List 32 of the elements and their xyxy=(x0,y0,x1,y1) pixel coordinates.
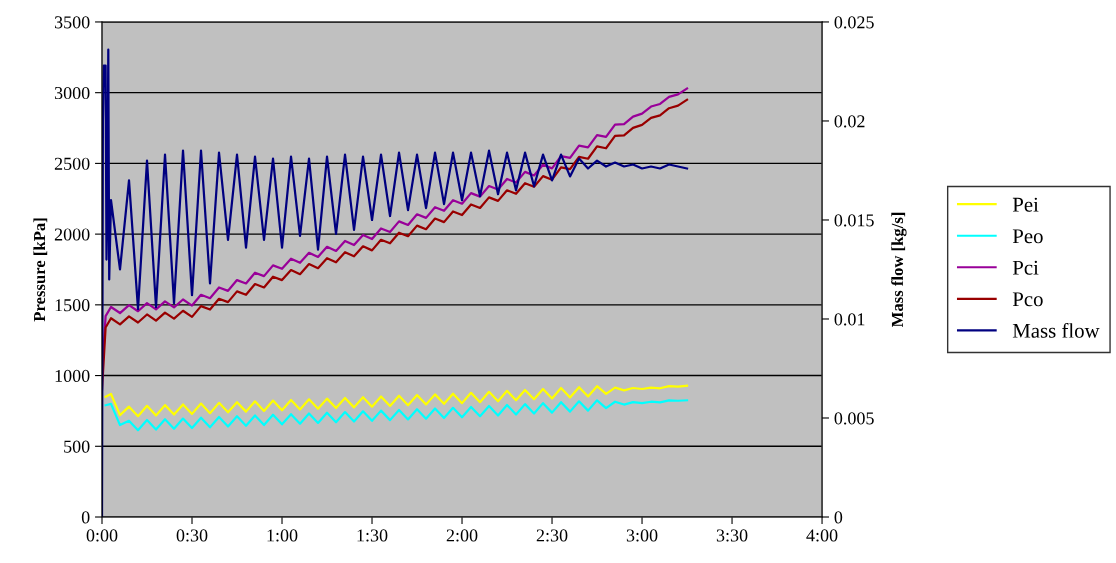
y2-axis-title: Mass flow [kg/s] xyxy=(891,212,907,328)
x-tick-label: 4:00 xyxy=(806,529,838,542)
y2-tick-label: 0.015 xyxy=(834,214,874,227)
y-tick-label: 0 xyxy=(81,511,90,524)
x-tick-label: 2:00 xyxy=(446,529,478,542)
legend-label: Pci xyxy=(1012,260,1039,275)
y-tick-label: 2000 xyxy=(54,228,90,241)
y2-tick-label: 0.025 xyxy=(834,16,874,29)
y-tick-label: 1000 xyxy=(55,369,90,382)
legend-label: Pco xyxy=(1012,292,1043,307)
x-tick-label: 1:00 xyxy=(267,529,298,542)
legend-label: Peo xyxy=(1012,229,1043,244)
x-tick-label: 3:00 xyxy=(626,529,658,542)
y-tick-label: 3500 xyxy=(54,16,90,29)
x-tick-label: 2:30 xyxy=(536,529,568,542)
x-tick-label: 3:30 xyxy=(716,529,748,542)
legend-label: Pei xyxy=(1012,197,1039,212)
legend-label: Mass flow xyxy=(1012,322,1100,338)
y2-tick-label: 0.005 xyxy=(834,412,874,425)
x-tick-label: 1:30 xyxy=(357,529,388,542)
x-tick-label: 0:00 xyxy=(86,529,118,542)
line-series xyxy=(104,399,689,432)
y2-tick-label: 0 xyxy=(834,511,843,524)
y2-tick-label: 0.02 xyxy=(834,115,865,128)
y-tick-label: 2500 xyxy=(54,157,90,170)
y-tick-label: 1500 xyxy=(55,299,90,312)
line-series xyxy=(104,384,689,418)
y-axis-title: Pressure [kPa] xyxy=(33,218,48,322)
y-tick-label: 3000 xyxy=(54,86,90,100)
y-tick-label: 500 xyxy=(64,440,90,453)
x-tick-label: 0:30 xyxy=(176,529,208,542)
y2-tick-label: 0.01 xyxy=(834,313,865,326)
